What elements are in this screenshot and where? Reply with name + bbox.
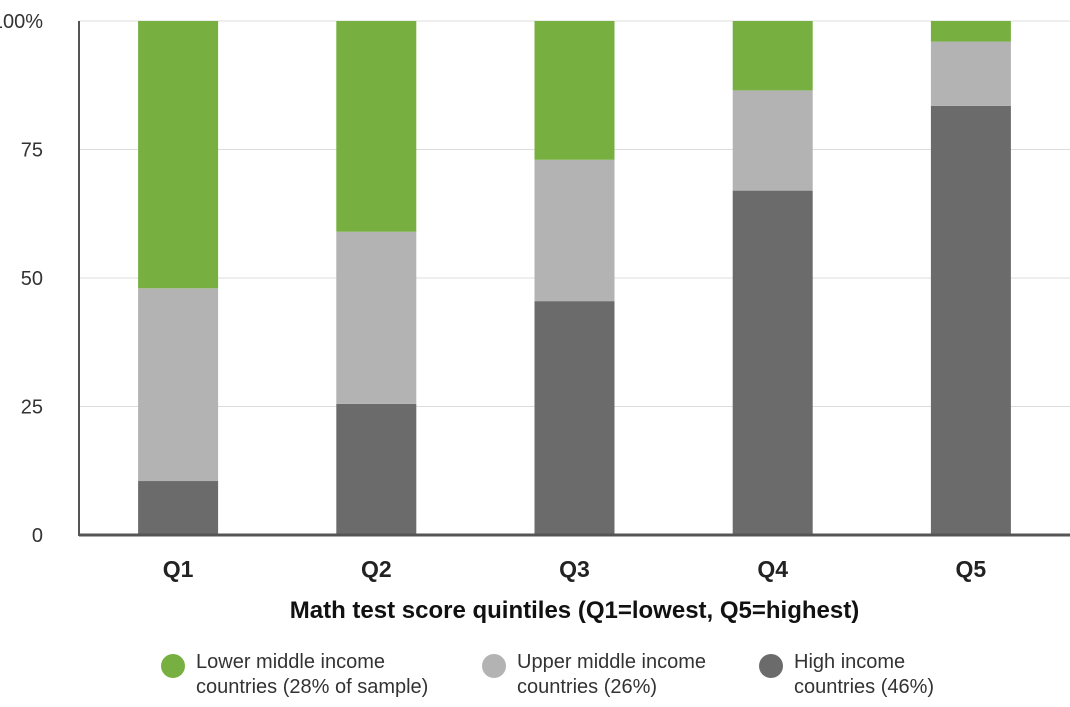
bar-segment [732, 21, 813, 91]
legend-label-line: countries (28% of sample) [196, 676, 429, 698]
bar-segment [930, 41, 1011, 106]
legend-item-high-income: High income countries (46%) [759, 650, 934, 700]
x-category-label: Q4 [757, 556, 788, 582]
legend-label-high-income: High income countries (46%) [794, 650, 934, 700]
bar-segment [930, 105, 1011, 535]
legend-label-line: Lower middle income [196, 651, 385, 673]
legend-label-line: countries (26%) [517, 676, 658, 698]
x-category-label: Q2 [361, 556, 392, 582]
legend-label-upper-middle-income: Upper middle income countries (26%) [517, 650, 706, 700]
y-tick-label: 25 [21, 397, 43, 419]
x-category-label: Q1 [163, 556, 194, 582]
legend-swatch-lower-middle-income [161, 654, 185, 678]
x-category-label: Q5 [956, 556, 987, 582]
bar-segment [732, 190, 813, 535]
bar-segment [336, 21, 417, 232]
bars [138, 21, 1011, 535]
legend-label-line: countries (46%) [794, 676, 935, 698]
bar-segment [138, 288, 219, 482]
bar-segment [534, 159, 615, 302]
bar-segment [534, 21, 615, 160]
legend-label-line: Upper middle income [517, 651, 706, 673]
y-tick-label: 0 [32, 525, 43, 547]
bar-segment [138, 481, 219, 535]
x-category-label: Q3 [559, 556, 590, 582]
legend-label-lower-middle-income: Lower middle income countries (28% of sa… [196, 650, 428, 700]
x-axis-title: Math test score quintiles (Q1=lowest, Q5… [290, 597, 859, 624]
stacked-bar-chart: 0 25 50 75 100% Q1 Q2 Q3 Q4 Q5 Math test score q… [0, 11, 1070, 624]
bar-segment [336, 231, 417, 404]
legend-swatch-high-income [759, 654, 783, 678]
legend-item-lower-middle-income: Lower middle income countries (28% of sa… [161, 650, 428, 700]
bar-segment [534, 301, 615, 535]
y-tick-label: 100% [0, 11, 43, 33]
y-axis-ticks: 0 25 50 75 100% [0, 11, 43, 547]
legend-swatch-upper-middle-income [482, 654, 506, 678]
legend: Lower middle income countries (28% of sa… [0, 650, 1070, 707]
bar-segment [930, 21, 1011, 42]
x-axis-categories: Q1 Q2 Q3 Q4 Q5 [163, 556, 987, 582]
bar-segment [732, 90, 813, 191]
y-tick-label: 50 [21, 268, 43, 290]
y-tick-label: 75 [21, 140, 43, 162]
legend-label-line: High income [794, 651, 906, 673]
legend-item-upper-middle-income: Upper middle income countries (26%) [482, 650, 706, 700]
bar-segment [138, 21, 219, 289]
bar-segment [336, 403, 417, 535]
